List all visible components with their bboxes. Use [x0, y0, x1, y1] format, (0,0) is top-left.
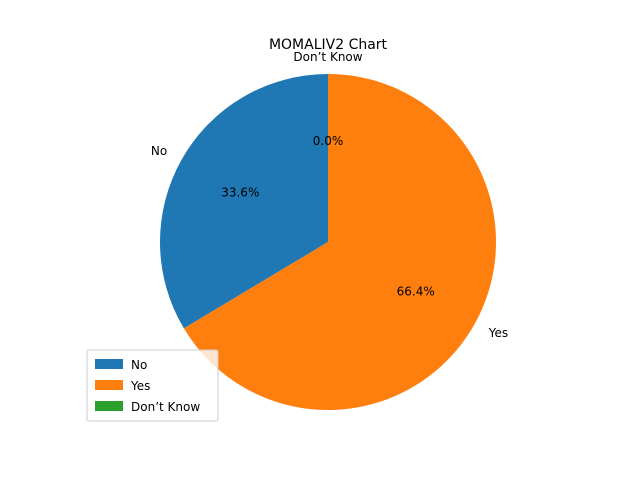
legend: No Yes Don’t Know	[86, 349, 219, 422]
slice-percent-don-t-know: 0.0%	[313, 134, 344, 148]
pie-slice-no	[159, 74, 328, 329]
slice-percent-labels: 33.6% 66.4% 0.0%	[221, 134, 435, 298]
pie-slices	[159, 74, 496, 410]
legend-swatch-dont-know	[95, 401, 123, 411]
legend-label-no: No	[131, 358, 147, 372]
pie-slice-yes	[183, 74, 496, 410]
legend-swatch-yes	[95, 380, 123, 390]
chart-title: MOMALIV2 Chart	[269, 37, 388, 53]
slice-percent-yes: 66.4%	[397, 285, 435, 299]
slice-percent-no: 33.6%	[221, 185, 259, 199]
slice-label-yes: Yes	[488, 326, 508, 340]
legend-swatch-no	[95, 359, 123, 369]
slice-label-no: No	[151, 144, 167, 158]
slice-labels: No Yes Don’t Know	[151, 50, 508, 340]
legend-label-yes: Yes	[130, 379, 150, 393]
legend-label-dont-know: Don’t Know	[131, 400, 200, 414]
slice-label-don-t-know: Don’t Know	[293, 50, 362, 64]
